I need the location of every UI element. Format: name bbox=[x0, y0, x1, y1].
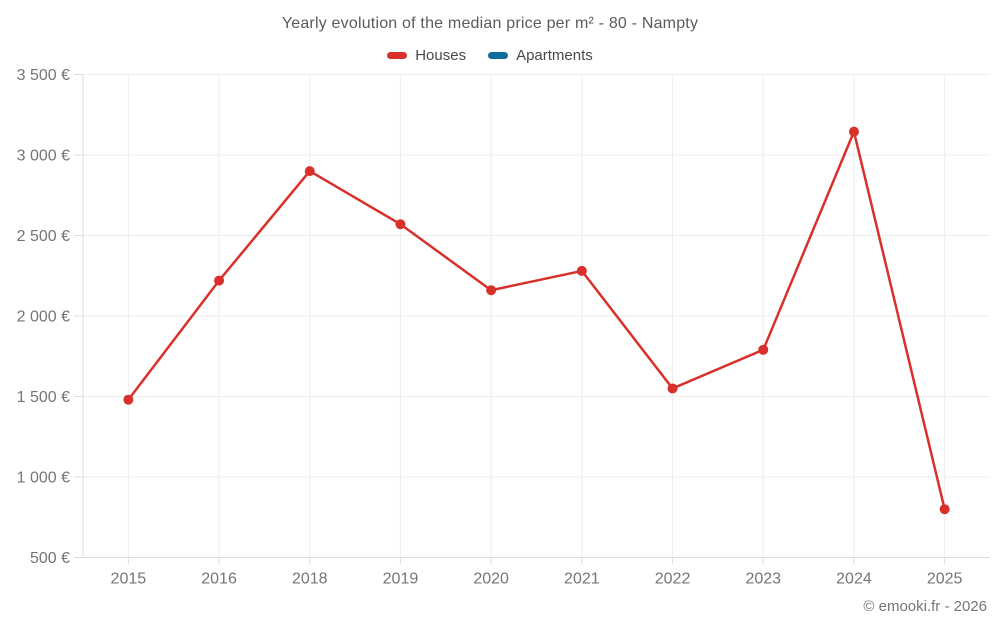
legend-swatch-houses-icon bbox=[387, 51, 408, 59]
legend-item-houses[interactable]: Houses bbox=[387, 47, 466, 64]
x-axis-label: 2019 bbox=[383, 571, 419, 588]
chart-title: Yearly evolution of the median price per… bbox=[281, 15, 699, 32]
x-axis-label: 2018 bbox=[292, 571, 328, 588]
x-axis-label: 2024 bbox=[836, 571, 872, 588]
data-point-houses-2024[interactable] bbox=[848, 126, 859, 137]
y-axis-label: 1 500 € bbox=[17, 389, 70, 406]
copyright-footer: © emooki.fr - 2026 bbox=[863, 598, 987, 615]
data-point-houses-2020[interactable] bbox=[486, 285, 497, 296]
data-point-houses-2023[interactable] bbox=[758, 344, 769, 355]
data-point-houses-2018[interactable] bbox=[304, 166, 315, 177]
y-axis-label: 3 500 € bbox=[17, 67, 70, 84]
x-axis-label: 2015 bbox=[111, 571, 147, 588]
y-axis-label: 2 000 € bbox=[17, 309, 70, 326]
y-axis-label: 3 000 € bbox=[17, 148, 70, 165]
data-point-houses-2019[interactable] bbox=[395, 219, 406, 230]
x-axis-label: 2020 bbox=[473, 571, 509, 588]
legend-item-apartments[interactable]: Apartments bbox=[488, 47, 593, 64]
data-point-houses-2025[interactable] bbox=[939, 504, 950, 515]
y-axis-label: 500 € bbox=[30, 550, 70, 567]
data-point-houses-2016[interactable] bbox=[214, 275, 225, 286]
legend-label-apartments: Apartments bbox=[516, 46, 593, 64]
x-axis-label: 2025 bbox=[927, 571, 963, 588]
x-axis-label: 2021 bbox=[564, 571, 600, 588]
chart-legend: Houses Apartments bbox=[0, 46, 980, 64]
x-axis-label: 2022 bbox=[655, 571, 691, 588]
x-axis-label: 2016 bbox=[201, 571, 237, 588]
data-point-houses-2022[interactable] bbox=[667, 383, 678, 394]
series-line-houses bbox=[127, 130, 946, 511]
x-axis-label: 2023 bbox=[745, 571, 781, 588]
data-point-houses-2015[interactable] bbox=[123, 394, 134, 405]
legend-swatch-apartments-icon bbox=[488, 51, 509, 59]
legend-label-houses: Houses bbox=[415, 46, 467, 64]
y-axis-label: 1 000 € bbox=[17, 470, 70, 487]
y-axis-label: 2 500 € bbox=[17, 228, 70, 245]
data-point-houses-2021[interactable] bbox=[576, 265, 587, 276]
